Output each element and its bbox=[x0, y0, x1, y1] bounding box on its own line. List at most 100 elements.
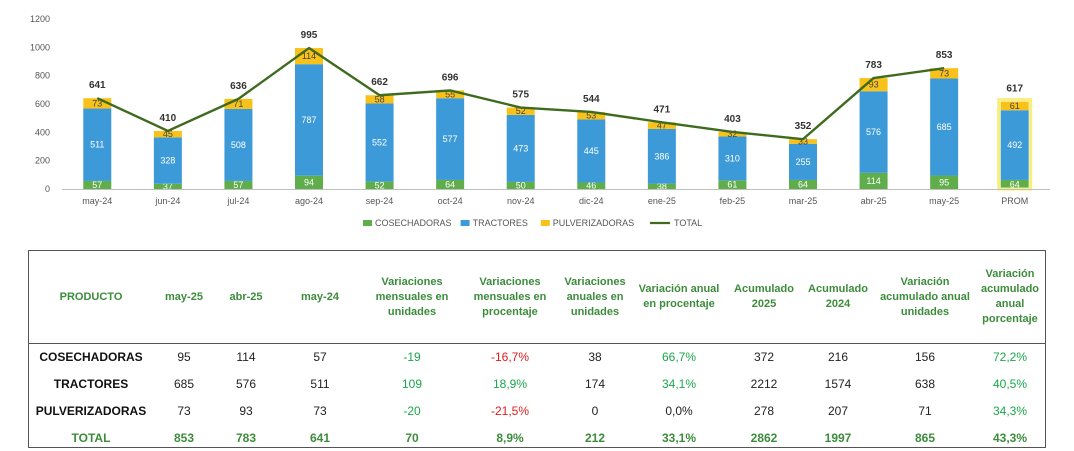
data-label: 445 bbox=[584, 146, 599, 156]
data-label: 33 bbox=[798, 136, 808, 146]
x-tick-label: jun-24 bbox=[154, 196, 180, 206]
bar-segment bbox=[83, 98, 112, 109]
data-label: 552 bbox=[372, 138, 387, 148]
bar-segment bbox=[577, 111, 606, 120]
legend-label: PULVERIZADORAS bbox=[553, 218, 634, 228]
bar-segment bbox=[930, 68, 959, 79]
summary-table-grid: PRODUCTO may-25 abr-25 may-24 Variacione… bbox=[29, 251, 1045, 451]
table-cell: 33,1% bbox=[661, 430, 697, 445]
table-cell: 93 bbox=[239, 403, 253, 418]
table-cell: 109 bbox=[401, 376, 423, 391]
table-cell: 71 bbox=[918, 403, 932, 418]
bar-segment bbox=[153, 183, 182, 189]
data-label: 32 bbox=[727, 129, 737, 139]
table-cell: 73 bbox=[177, 403, 191, 418]
bar-segment bbox=[224, 108, 253, 181]
header-var-mensual-porcentaje: Variaciones mensuales en procentaje bbox=[461, 251, 559, 344]
y-tick-label: 0 bbox=[45, 184, 50, 194]
y-tick-label: 1000 bbox=[30, 42, 50, 52]
data-label: 52 bbox=[516, 106, 526, 116]
table-cell: 1574 bbox=[824, 376, 852, 391]
table-cell: 685 bbox=[173, 376, 195, 391]
x-axis: may-24 jun-24 jul-24 ago-24 sep-24 oct-24 nov-… bbox=[62, 189, 1050, 206]
bar-segment bbox=[295, 175, 323, 189]
data-label: 61 bbox=[727, 180, 737, 190]
bar-segment bbox=[1000, 110, 1029, 180]
table-cell: 66,7% bbox=[661, 349, 697, 364]
legend-label: TOTAL bbox=[674, 218, 702, 228]
data-label: 64 bbox=[445, 179, 455, 189]
table-cell: 174 bbox=[584, 376, 606, 391]
header-abr-25: abr-25 bbox=[215, 251, 277, 344]
table-cell: 114 bbox=[236, 349, 256, 364]
table-cell: 43,3% bbox=[992, 430, 1028, 445]
table-row: PULVERIZADORAS 73 93 73 -20 -21,5% 0 0,0… bbox=[29, 397, 1045, 424]
y-tick-label: 1200 bbox=[30, 14, 50, 24]
bar-segment bbox=[647, 183, 676, 189]
x-tick-label: ago-24 bbox=[295, 196, 323, 206]
legend-swatch bbox=[540, 220, 550, 226]
x-tick-label: jul-24 bbox=[226, 196, 249, 206]
total-line bbox=[96, 46, 945, 141]
data-label: 64 bbox=[798, 179, 808, 189]
table-cell: 853 bbox=[173, 430, 195, 445]
header-producto: PRODUCTO bbox=[29, 251, 153, 344]
table-cell: TOTAL bbox=[71, 430, 111, 445]
legend-label: TRACTORES bbox=[473, 218, 528, 228]
data-label: 50 bbox=[516, 180, 526, 190]
table-cell: TRACTORES bbox=[53, 376, 129, 391]
data-label: 685 bbox=[937, 122, 952, 132]
table-cell: 0 bbox=[591, 403, 599, 418]
header-acumulado-2025: Acumulado 2025 bbox=[727, 251, 801, 344]
y-tick-label: 600 bbox=[35, 99, 50, 109]
table-cell: 34,3% bbox=[992, 403, 1028, 418]
data-label: 58 bbox=[375, 94, 385, 104]
table-row: TRACTORES 685 576 511 109 18,9% 174 34,1… bbox=[29, 370, 1045, 397]
x-tick-label: dic-24 bbox=[579, 196, 604, 206]
table-cell: 212 bbox=[584, 430, 606, 445]
table-cell: -21,5% bbox=[490, 403, 530, 418]
bar-segment bbox=[930, 175, 959, 189]
data-label: 73 bbox=[939, 68, 949, 78]
x-tick-label: may-24 bbox=[82, 196, 112, 206]
header-var-anual-porcentaje: Variación anual en procentaje bbox=[631, 251, 727, 344]
table-header-row: PRODUCTO may-25 abr-25 may-24 Variacione… bbox=[29, 251, 1045, 344]
y-axis: 0 200 400 600 800 1000 1200 bbox=[30, 14, 50, 194]
bar-segment bbox=[436, 90, 465, 99]
header-var-mensual-unidades: Variaciones mensuales en unidades bbox=[363, 251, 461, 344]
total-label: 662 bbox=[371, 77, 388, 88]
table-cell: 18,9% bbox=[492, 376, 528, 391]
data-label: 64 bbox=[1010, 179, 1020, 189]
bar-segment bbox=[789, 139, 817, 144]
table-row-total: TOTAL 853 783 641 70 8,9% 212 33,1% 2862… bbox=[29, 424, 1045, 451]
total-label: 995 bbox=[301, 30, 318, 41]
x-tick-label: sep-24 bbox=[366, 196, 394, 206]
bar-segment bbox=[506, 114, 535, 182]
table-cell: 216 bbox=[827, 349, 849, 364]
data-label: 508 bbox=[231, 140, 246, 150]
total-label: 403 bbox=[724, 114, 741, 125]
table-cell: 641 bbox=[309, 430, 331, 445]
total-label: 617 bbox=[1006, 84, 1023, 95]
bar-segment bbox=[647, 122, 676, 129]
summary-table: PRODUCTO may-25 abr-25 may-24 Variacione… bbox=[28, 250, 1046, 448]
data-label: 45 bbox=[163, 129, 173, 139]
table-cell: 72,2% bbox=[992, 349, 1028, 364]
header-may-24: may-24 bbox=[277, 251, 363, 344]
bar-segment bbox=[506, 107, 535, 115]
table-cell: 783 bbox=[235, 430, 257, 445]
total-label: 471 bbox=[654, 104, 671, 115]
x-tick-label: may-25 bbox=[929, 196, 959, 206]
table-cell: 40,5% bbox=[992, 376, 1028, 391]
table-cell: 638 bbox=[914, 376, 936, 391]
total-line-path bbox=[96, 46, 945, 141]
data-label: 473 bbox=[513, 143, 528, 153]
table-cell: 372 bbox=[753, 349, 775, 364]
bar-segment bbox=[506, 181, 535, 189]
data-label: 94 bbox=[304, 177, 314, 187]
data-label: 47 bbox=[657, 121, 667, 131]
data-label: 386 bbox=[654, 151, 669, 161]
bar-segment bbox=[83, 108, 112, 181]
legend-swatch bbox=[460, 220, 470, 226]
bar-segment bbox=[365, 95, 394, 104]
